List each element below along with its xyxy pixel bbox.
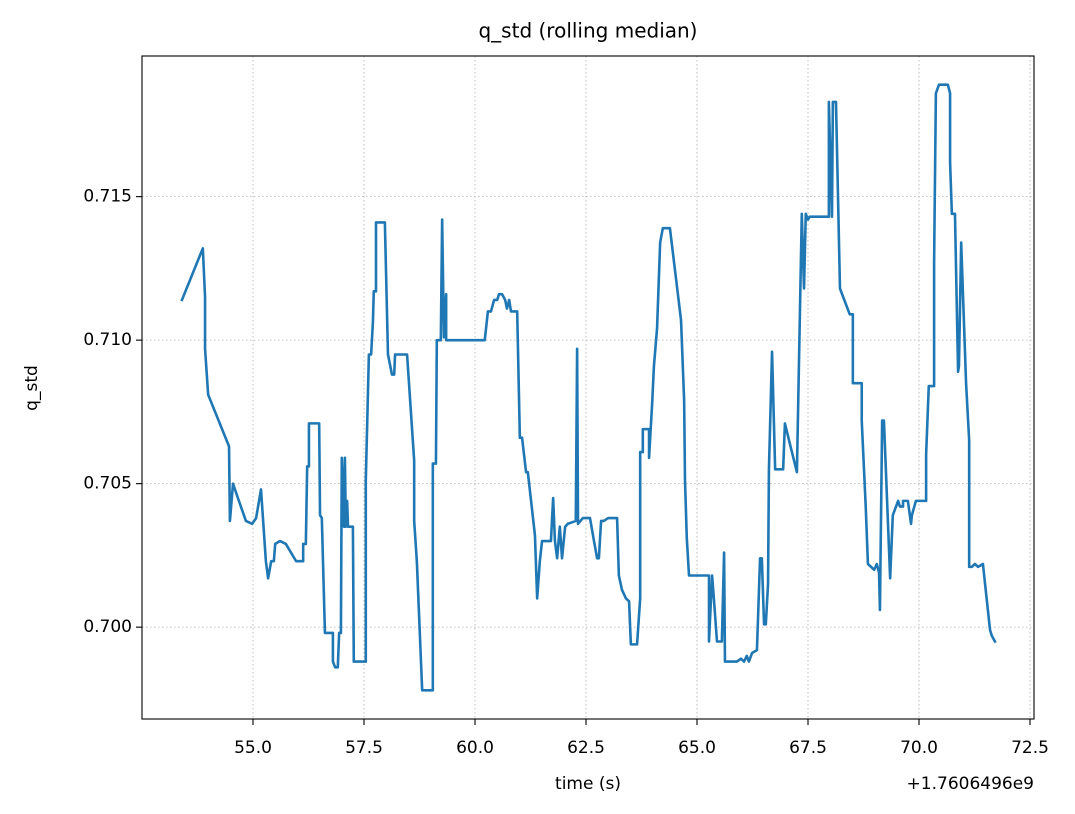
y-tick-label: 0.710 (83, 330, 132, 350)
y-tick-label: 0.700 (83, 617, 132, 637)
x-tick-label: 55.0 (234, 738, 272, 758)
x-offset-label: +1.7606496e9 (907, 774, 1034, 794)
x-tick-label: 70.0 (900, 738, 938, 758)
chart-title: q_std (rolling median) (478, 19, 697, 43)
x-axis-label: time (s) (555, 774, 621, 794)
x-tick-label: 60.0 (456, 738, 494, 758)
x-tick-label: 72.5 (1011, 738, 1049, 758)
y-axis-label: q_std (22, 365, 42, 411)
x-tick-label: 65.0 (678, 738, 716, 758)
x-tick-label: 67.5 (789, 738, 827, 758)
y-tick-label: 0.715 (83, 187, 132, 207)
plot-frame (141, 55, 1035, 720)
y-tick-label: 0.705 (83, 474, 132, 494)
x-tick-label: 57.5 (345, 738, 383, 758)
x-tick-label: 62.5 (567, 738, 605, 758)
data-line (180, 83, 997, 692)
